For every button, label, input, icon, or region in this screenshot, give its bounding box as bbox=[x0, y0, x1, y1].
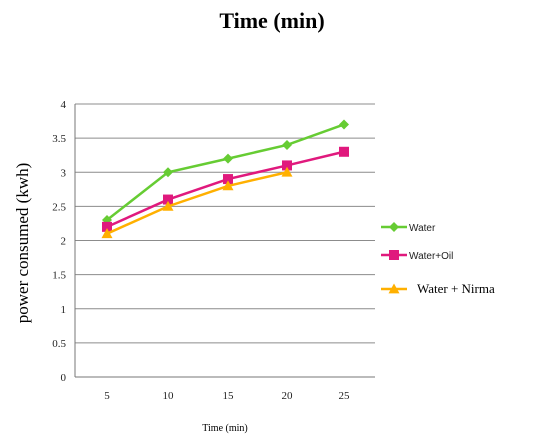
legend: Water Water+Oil Water + Nirma bbox=[381, 222, 495, 296]
data-point bbox=[282, 160, 292, 171]
y-tick-labels: 0 0.5 1 1.5 2 2.5 3 3.5 4 bbox=[52, 99, 66, 384]
x-tick-label: 15 bbox=[223, 390, 235, 402]
y-axis-label: power consumed (kwh) bbox=[13, 163, 32, 324]
y-tick-label: 3 bbox=[61, 167, 67, 179]
data-point bbox=[339, 146, 349, 157]
legend-label: Water bbox=[409, 223, 436, 234]
x-tick-label: 10 bbox=[163, 390, 175, 402]
data-point bbox=[162, 200, 174, 211]
data-point bbox=[163, 194, 173, 205]
x-axis-label: Time (min) bbox=[202, 423, 247, 434]
y-tick-label: 4 bbox=[61, 99, 67, 111]
data-point bbox=[222, 180, 234, 191]
data-point bbox=[223, 174, 233, 185]
data-point bbox=[101, 228, 113, 239]
legend-marker bbox=[389, 250, 399, 260]
data-point bbox=[223, 153, 233, 164]
x-tick-label: 5 bbox=[104, 390, 110, 402]
legend-label: Water+Oil bbox=[409, 251, 453, 262]
series-lines bbox=[101, 119, 349, 239]
x-tick-labels: 5 10 15 20 25 bbox=[104, 390, 350, 402]
series-line bbox=[106, 171, 288, 235]
data-point bbox=[281, 166, 293, 177]
data-point bbox=[102, 221, 112, 232]
axes bbox=[74, 104, 375, 378]
x-tick-label: 25 bbox=[339, 390, 351, 402]
data-point bbox=[163, 167, 173, 178]
y-tick-label: 0.5 bbox=[52, 338, 66, 350]
legend-marker bbox=[389, 222, 399, 232]
y-tick-label: 2.5 bbox=[52, 201, 66, 213]
x-tick-label: 20 bbox=[282, 390, 294, 402]
y-tick-label: 2 bbox=[61, 236, 67, 248]
gridlines bbox=[75, 103, 375, 344]
y-tick-label: 1.5 bbox=[52, 270, 66, 282]
page-title: Time (min) bbox=[219, 8, 325, 33]
y-tick-label: 0 bbox=[61, 372, 67, 384]
legend-marker bbox=[388, 283, 400, 294]
y-tick-label: 3.5 bbox=[52, 133, 66, 145]
data-point bbox=[339, 119, 349, 130]
legend-label: Water + Nirma bbox=[417, 281, 495, 296]
data-point bbox=[282, 139, 292, 150]
y-tick-label: 1 bbox=[61, 304, 67, 316]
